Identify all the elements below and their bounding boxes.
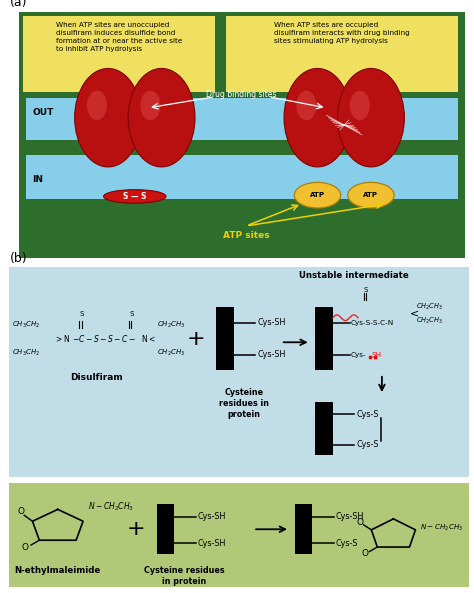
Text: ATP: ATP bbox=[364, 192, 378, 198]
FancyBboxPatch shape bbox=[26, 155, 458, 199]
Text: S — S: S — S bbox=[123, 192, 146, 201]
Text: When ATP sites are unoccupied
disulfiram induces disulfide bond
formation at or : When ATP sites are unoccupied disulfiram… bbox=[56, 22, 182, 52]
Text: Cys-SH: Cys-SH bbox=[198, 512, 227, 521]
Text: $N-CH_2CH_3$: $N-CH_2CH_3$ bbox=[88, 500, 134, 513]
Text: O: O bbox=[357, 518, 364, 527]
Text: Cys-S-S-C-N: Cys-S-S-C-N bbox=[351, 320, 394, 326]
Text: Cys-: Cys- bbox=[351, 352, 367, 358]
Text: Drug binding sites: Drug binding sites bbox=[207, 90, 277, 99]
Text: ATP sites: ATP sites bbox=[223, 231, 270, 240]
Text: $-C-S-S-C-$: $-C-S-S-C-$ bbox=[72, 333, 136, 345]
Text: IN: IN bbox=[32, 175, 43, 184]
FancyBboxPatch shape bbox=[315, 307, 333, 371]
Text: S: S bbox=[80, 311, 84, 317]
Text: Cys-SH: Cys-SH bbox=[258, 318, 286, 327]
FancyBboxPatch shape bbox=[226, 15, 458, 92]
FancyBboxPatch shape bbox=[26, 98, 458, 140]
Text: Cysteine residues
in protein: Cysteine residues in protein bbox=[144, 566, 225, 586]
Text: (a): (a) bbox=[9, 0, 27, 9]
Text: $CH_3CH_2$: $CH_3CH_2$ bbox=[12, 347, 40, 358]
Text: SH: SH bbox=[371, 352, 382, 358]
Text: S: S bbox=[129, 311, 134, 317]
Text: +: + bbox=[127, 519, 145, 539]
Ellipse shape bbox=[140, 91, 160, 120]
Text: Cys-S: Cys-S bbox=[356, 440, 379, 449]
Text: +: + bbox=[186, 329, 205, 349]
Text: Cysteine
residues in
protein: Cysteine residues in protein bbox=[219, 388, 269, 419]
Text: $\!>$N: $\!>$N bbox=[55, 333, 70, 345]
Ellipse shape bbox=[128, 68, 195, 167]
FancyBboxPatch shape bbox=[294, 504, 312, 554]
Ellipse shape bbox=[75, 68, 141, 167]
FancyBboxPatch shape bbox=[216, 307, 234, 371]
Text: Cys-SH: Cys-SH bbox=[198, 538, 227, 548]
Text: $N-CH_2CH_3$: $N-CH_2CH_3$ bbox=[420, 522, 464, 533]
FancyBboxPatch shape bbox=[19, 12, 465, 258]
Ellipse shape bbox=[104, 190, 166, 203]
Text: $CH_2CH_3$: $CH_2CH_3$ bbox=[416, 302, 443, 313]
Ellipse shape bbox=[284, 68, 351, 167]
Text: $CH_2CH_3$: $CH_2CH_3$ bbox=[156, 320, 185, 330]
Circle shape bbox=[294, 183, 341, 208]
Text: O: O bbox=[18, 507, 25, 516]
Text: $CH_2CH_3$: $CH_2CH_3$ bbox=[156, 347, 185, 358]
Text: (b): (b) bbox=[9, 252, 27, 265]
Circle shape bbox=[348, 183, 394, 208]
Text: Unstable intermediate: Unstable intermediate bbox=[300, 271, 409, 280]
Text: When ATP sites are occupied
disulfiram interacts with drug binding
sites stimula: When ATP sites are occupied disulfiram i… bbox=[274, 22, 410, 44]
Text: O: O bbox=[361, 549, 368, 558]
Text: Cys-S: Cys-S bbox=[356, 410, 379, 419]
Text: Cys-SH: Cys-SH bbox=[258, 350, 286, 359]
FancyBboxPatch shape bbox=[156, 504, 174, 554]
Text: Cys-S: Cys-S bbox=[336, 538, 358, 548]
FancyBboxPatch shape bbox=[9, 267, 469, 477]
Text: O: O bbox=[21, 543, 28, 551]
Text: N$<$: N$<$ bbox=[140, 333, 155, 345]
FancyBboxPatch shape bbox=[315, 402, 333, 455]
Text: $CH_2CH_3$: $CH_2CH_3$ bbox=[416, 316, 443, 326]
Text: Cys-SH: Cys-SH bbox=[336, 512, 365, 521]
Text: $CH_3CH_2$: $CH_3CH_2$ bbox=[12, 320, 40, 330]
Text: $<$: $<$ bbox=[407, 309, 419, 319]
FancyBboxPatch shape bbox=[23, 15, 215, 92]
Text: Disulfiram: Disulfiram bbox=[71, 373, 123, 382]
Ellipse shape bbox=[87, 91, 107, 120]
FancyBboxPatch shape bbox=[9, 483, 469, 587]
Text: OUT: OUT bbox=[32, 109, 54, 117]
Text: N-ethylmaleimide: N-ethylmaleimide bbox=[15, 566, 101, 575]
Text: S: S bbox=[364, 286, 368, 293]
Text: ATP: ATP bbox=[310, 192, 325, 198]
Ellipse shape bbox=[296, 91, 316, 120]
Ellipse shape bbox=[350, 91, 370, 120]
Ellipse shape bbox=[337, 68, 404, 167]
